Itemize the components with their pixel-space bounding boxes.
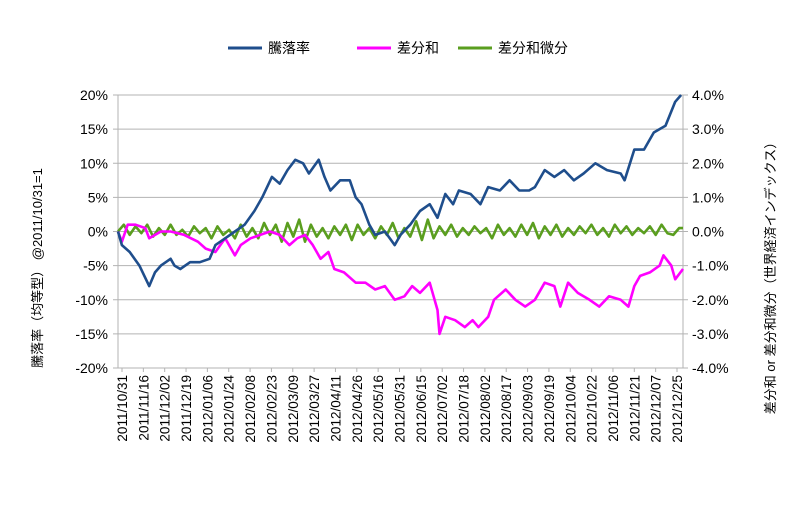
y-right-tick-label: -1.0% — [692, 258, 729, 274]
x-tick-label: 2012/08/02 — [478, 375, 493, 443]
legend-label-2: 差分和微分 — [498, 40, 568, 56]
x-tick-label: 2012/01/24 — [222, 375, 237, 443]
y-right-tick-label: 3.0% — [692, 121, 724, 137]
series-line-0 — [116, 94, 683, 288]
series-lines — [116, 94, 685, 336]
legend: 騰落率 差分和 差分和微分 — [228, 40, 568, 56]
x-tick-label: 2011/12/02 — [158, 375, 173, 442]
y-left-tick-label: 15% — [80, 121, 108, 137]
y-axis-left-label: 騰落率（均等型） @2011/10/31=1 — [30, 168, 45, 368]
y-left-tick-label: 5% — [88, 189, 108, 205]
y-left-tick-label: 20% — [80, 87, 108, 103]
x-tick-label: 2011/12/19 — [179, 375, 194, 442]
x-tick-label: 2012/02/08 — [243, 375, 258, 443]
y-right-tick-label: 1.0% — [692, 189, 724, 205]
y-left-tick-label: -15% — [75, 326, 108, 342]
y-right-tick-label: 4.0% — [692, 87, 724, 103]
y-left-tick-label: -10% — [75, 292, 108, 308]
y-axis-left-ticks: 20% 15% 10% 5% 0% -5% -10% -15% -20% — [75, 87, 108, 376]
x-tick-label: 2012/06/15 — [414, 375, 429, 443]
x-tick-label: 2012/11/06 — [606, 375, 621, 442]
legend-label-1: 差分和 — [397, 40, 439, 56]
x-tick-label: 2012/09/03 — [521, 375, 536, 443]
y-left-tick-label: 0% — [88, 224, 108, 240]
x-tick-label: 2012/10/22 — [585, 375, 600, 443]
y-left-tick-label: -20% — [75, 360, 108, 376]
x-tick-label: 2012/05/31 — [393, 375, 408, 443]
x-tick-label: 2012/08/17 — [499, 375, 514, 443]
legend-label-0: 騰落率 — [268, 40, 310, 56]
y-right-tick-label: 0.0% — [692, 224, 724, 240]
x-tick-label: 2012/05/16 — [371, 375, 386, 443]
x-tick-label: 2012/12/25 — [670, 375, 685, 443]
y-axis-right-label: 差分和 or 差分和微分（世界経済インデックス） — [763, 136, 778, 414]
y-right-tick-label: -4.0% — [692, 360, 729, 376]
y-right-tick-label: -3.0% — [692, 326, 729, 342]
x-tick-label: 2012/11/21 — [627, 375, 642, 442]
x-axis-ticks: 2011/10/31 2011/11/16 2011/12/02 2011/12/19… — [115, 368, 685, 443]
x-tick-label: 2012/03/09 — [286, 375, 301, 443]
y-right-tick-label: 2.0% — [692, 155, 724, 171]
y-right-tick-label: -2.0% — [692, 292, 729, 308]
series-line-1 — [116, 223, 685, 336]
y-left-tick-label: -5% — [83, 258, 108, 274]
x-tick-label: 2012/03/27 — [307, 375, 322, 443]
x-tick-label: 2012/12/07 — [649, 375, 664, 443]
series-line-2 — [117, 218, 683, 243]
x-tick-label: 2012/02/23 — [264, 375, 279, 443]
x-tick-label: 2011/11/16 — [136, 375, 151, 441]
y-axis-right-ticks: 4.0% 3.0% 2.0% 1.0% 0.0% -1.0% -2.0% -3.0% -4.0% — [692, 87, 729, 376]
x-tick-label: 2011/10/31 — [115, 375, 130, 442]
y-left-tick-label: 10% — [80, 155, 108, 171]
x-tick-label: 2012/01/06 — [200, 375, 215, 443]
x-tick-label: 2012/04/26 — [350, 375, 365, 443]
x-tick-label: 2012/04/11 — [328, 375, 343, 442]
x-tick-label: 2012/09/19 — [542, 375, 557, 443]
x-tick-label: 2012/07/02 — [435, 375, 450, 443]
x-tick-label: 2012/10/04 — [563, 375, 578, 443]
x-tick-label: 2012/07/18 — [457, 375, 472, 443]
